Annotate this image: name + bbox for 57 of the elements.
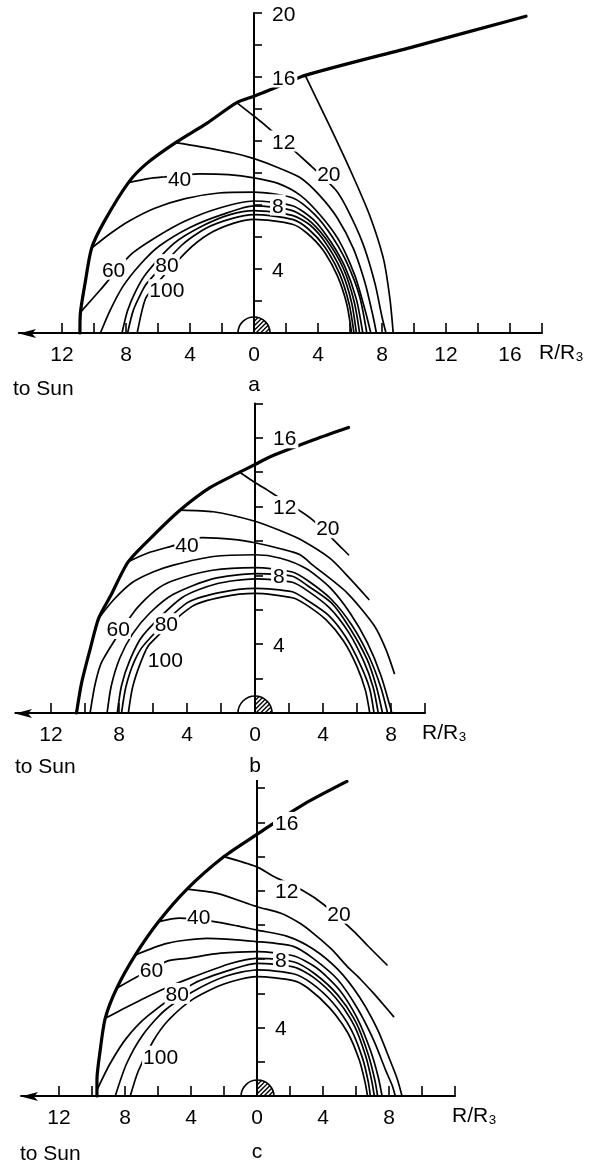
- y-tick-label: 16: [275, 810, 299, 834]
- x-tick-label: 0: [249, 722, 261, 745]
- series-label: 40: [187, 905, 211, 929]
- x-axis-title: R/R₃: [422, 720, 467, 743]
- text: to Sun: [13, 375, 74, 399]
- x-tick-label: 8: [383, 1105, 395, 1128]
- series-label: 100: [143, 1044, 179, 1068]
- x-tick-label: 8: [385, 722, 397, 745]
- x-tick-label: 4: [312, 342, 325, 365]
- series-label: 80: [154, 612, 179, 636]
- y-tick-label: 8: [272, 193, 284, 217]
- x-axis-title: R/R₃: [452, 1103, 497, 1126]
- y-tick-label: 4: [273, 632, 285, 656]
- x-tick-label: 8: [119, 1105, 131, 1128]
- y-tick-label: 8: [273, 563, 285, 587]
- series-label: 20: [327, 901, 351, 925]
- y-tick-label: 12: [273, 495, 297, 519]
- x-tick-label: 8: [376, 342, 388, 365]
- x-tick-label: 4: [317, 1105, 330, 1128]
- series-label: 20: [317, 161, 341, 185]
- x-tick-label: 12: [39, 722, 63, 745]
- y-tick-label: 4: [275, 1016, 287, 1040]
- series-label: 20: [316, 516, 340, 540]
- series-label: 40: [167, 166, 192, 190]
- x-axis-title: R/R₃: [539, 340, 584, 363]
- x-tick-label: 4: [185, 1105, 198, 1128]
- text: c: [251, 1138, 263, 1162]
- y-tick-label: 16: [272, 65, 296, 89]
- text: b: [249, 752, 261, 776]
- series-label: 100: [147, 648, 183, 672]
- x-tick-label: 8: [120, 342, 132, 365]
- y-tick-label: 8: [275, 947, 287, 971]
- series-label: 60: [106, 616, 130, 640]
- series-label: 100: [149, 278, 185, 302]
- text: to Sun: [15, 753, 76, 777]
- x-tick-label: 8: [113, 722, 125, 745]
- text: to Sun: [20, 1140, 81, 1163]
- x-tick-label: 0: [251, 1105, 263, 1128]
- x-tick-label: 4: [181, 722, 194, 745]
- series-label: 60: [139, 957, 164, 981]
- x-tick-label: 12: [50, 342, 74, 365]
- x-tick-label: 4: [184, 342, 197, 365]
- x-tick-label: 12: [434, 342, 458, 365]
- x-tick-label: 0: [248, 342, 260, 365]
- series-label: 80: [155, 253, 179, 277]
- y-tick-label: 12: [272, 129, 296, 153]
- x-tick-label: 4: [317, 722, 330, 745]
- series-label: 80: [165, 981, 189, 1005]
- series-label: 40: [175, 533, 199, 557]
- x-tick-label: 12: [47, 1105, 71, 1128]
- y-tick-label: 16: [273, 426, 297, 450]
- series-label: 60: [101, 257, 126, 281]
- y-tick-label: 12: [275, 879, 299, 903]
- y-tick-label: 20: [272, 1, 296, 25]
- x-tick-label: 16: [498, 342, 522, 365]
- text: a: [248, 371, 261, 395]
- y-tick-label: 4: [272, 257, 284, 281]
